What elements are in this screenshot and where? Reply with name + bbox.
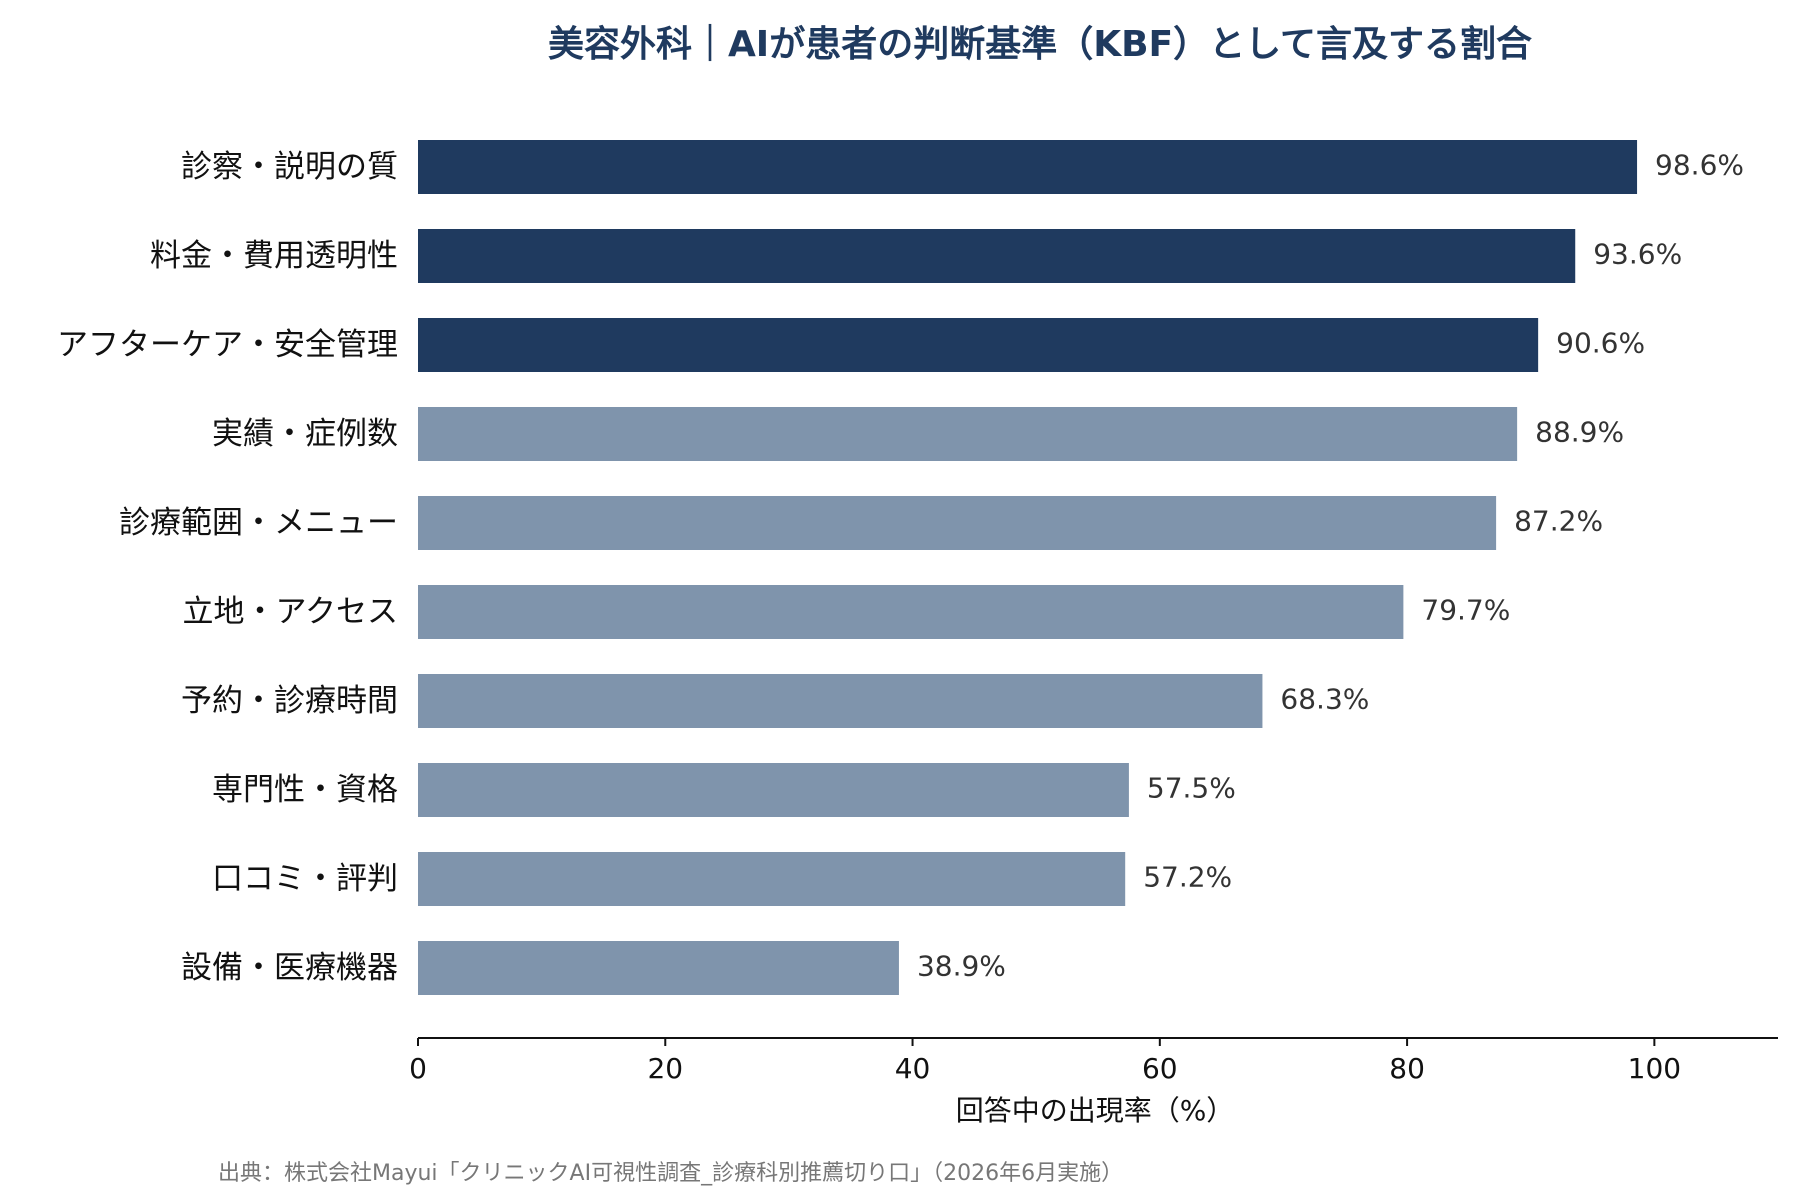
bar-row: 専門性・資格 57.5% [212,763,1236,817]
value-label: 79.7% [1421,594,1510,627]
value-label: 68.3% [1280,683,1369,716]
bar [418,941,899,995]
value-label: 57.2% [1143,861,1232,894]
category-label: 診療範囲・メニュー [119,505,398,541]
category-label: 立地・アクセス [183,594,398,630]
bars-group: 診察・説明の質 98.6% 料金・費用透明性 93.6% アフターケア・安全管理 90.6… [57,140,1744,995]
bar-row: 診察・説明の質 98.6% [181,140,1744,194]
x-tick-label: 20 [647,1052,683,1085]
x-tick-label: 40 [895,1052,931,1085]
category-label: 予約・診療時間 [181,683,398,719]
value-label: 57.5% [1147,772,1236,805]
bar [418,318,1539,372]
value-label: 90.6% [1556,327,1645,360]
bar-row: 設備・医療機器 38.9% [181,941,1006,995]
category-label: 設備・医療機器 [181,950,398,986]
category-label: 専門性・資格 [212,772,398,808]
bar-row: 診療範囲・メニュー 87.2% [119,496,1603,550]
bar-row: アフターケア・安全管理 90.6% [57,318,1645,372]
value-label: 88.9% [1535,416,1624,449]
bar [418,585,1404,639]
x-tick-label: 60 [1142,1052,1178,1085]
x-tick-label: 0 [409,1052,427,1085]
value-label: 93.6% [1593,238,1682,271]
category-label: アフターケア・安全管理 [57,327,398,363]
bar-row: 口コミ・評判 57.2% [212,852,1232,906]
value-label: 87.2% [1514,505,1603,538]
bar [418,852,1126,906]
bar-row: 予約・診療時間 68.3% [181,674,1369,728]
x-tick-label: 80 [1389,1052,1425,1085]
category-label: 診察・説明の質 [181,149,398,185]
x-axis: 0 20 40 60 80 100 [409,1037,1778,1085]
value-label: 38.9% [917,950,1006,983]
bar [418,496,1497,550]
category-label: 実績・症例数 [212,416,398,452]
category-label: 口コミ・評判 [212,861,398,897]
source-note: 出典：株式会社Mayui「クリニックAI可視性調査_診療科別推薦切り口」（202… [218,1161,1123,1186]
bar-row: 立地・アクセス 79.7% [183,585,1510,639]
bar [418,407,1518,461]
bar [418,140,1638,194]
bar-row: 料金・費用透明性 93.6% [150,229,1682,283]
chart-title: 美容外科｜AIが患者の判断基準（KBF）として言及する割合 [548,23,1532,65]
bar-row: 実績・症例数 88.9% [212,407,1624,461]
category-label: 料金・費用透明性 [150,238,398,274]
x-tick-label: 100 [1628,1052,1681,1085]
value-label: 98.6% [1655,149,1744,182]
bar [418,763,1129,817]
bar [418,229,1576,283]
bar [418,674,1263,728]
x-axis-title: 回答中の出現率（%） [956,1094,1235,1127]
